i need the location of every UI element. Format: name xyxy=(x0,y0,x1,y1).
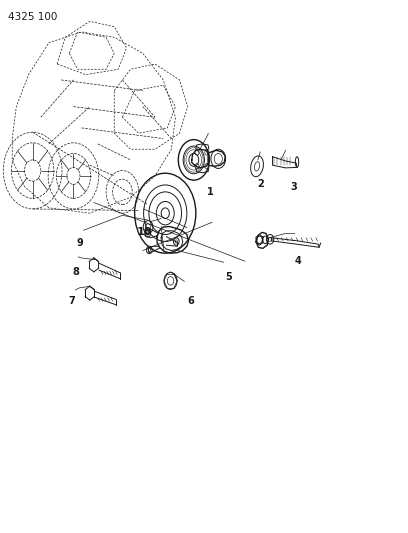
Text: 2: 2 xyxy=(258,179,264,189)
Text: 9: 9 xyxy=(76,238,83,247)
Text: 1: 1 xyxy=(207,187,213,197)
Text: 6: 6 xyxy=(188,296,194,305)
Text: 7: 7 xyxy=(68,296,75,306)
Text: 3: 3 xyxy=(290,182,297,191)
Text: 8: 8 xyxy=(72,267,79,277)
Text: 4325 100: 4325 100 xyxy=(8,12,58,22)
Text: 5: 5 xyxy=(225,272,232,282)
Text: 10: 10 xyxy=(137,227,153,237)
Text: 4: 4 xyxy=(295,256,301,266)
